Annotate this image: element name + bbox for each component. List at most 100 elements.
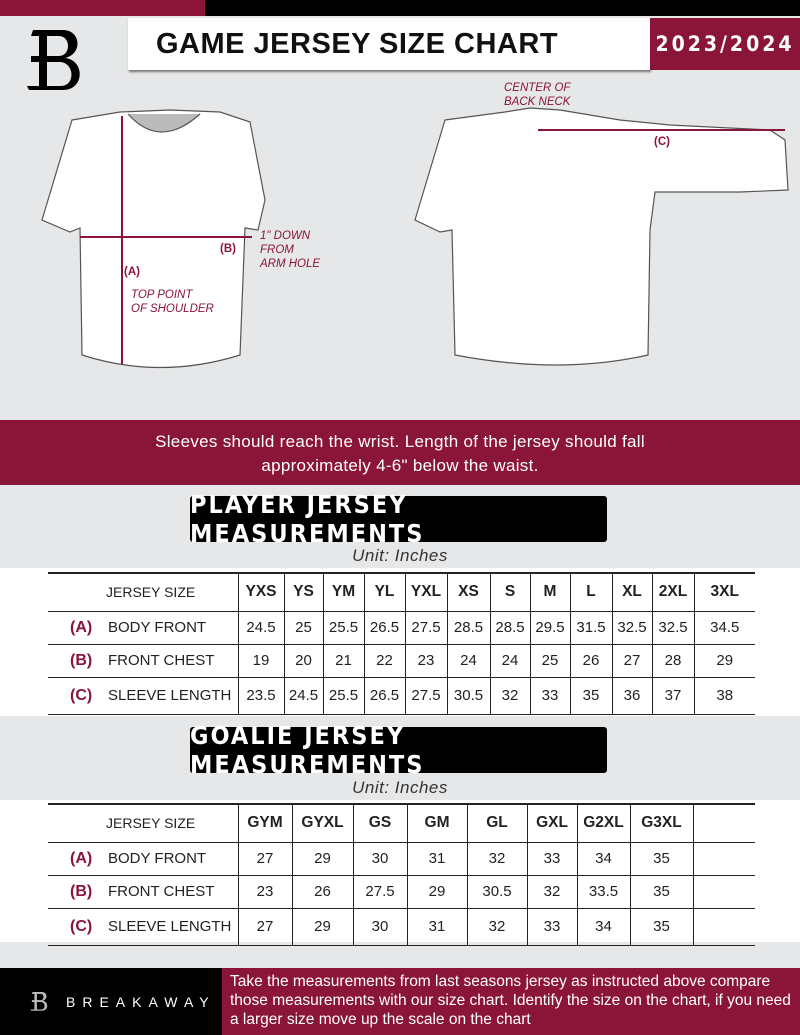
size-header: GXL: [526, 803, 577, 843]
table-cell: 24: [446, 644, 490, 678]
page-title: GAME JERSEY SIZE CHART: [128, 18, 650, 70]
table-cell: 33: [526, 908, 577, 946]
goalie-heading: GOALIE JERSEY MEASUREMENTS: [190, 721, 607, 779]
breakaway-logo-icon: [27, 30, 80, 90]
table-cell: 22: [363, 644, 405, 678]
table-row: (B) FRONT CHEST 23 26 27.5 29 30.5 32 33.5 35: [48, 875, 755, 909]
size-header: GM: [406, 803, 467, 843]
player-unit: Unit: Inches: [352, 546, 448, 565]
table-cell: 19: [237, 644, 284, 678]
jersey-diagram: [41, 107, 789, 369]
table-cell: 35: [629, 875, 693, 909]
table-cell: 29.5: [529, 611, 570, 645]
player-heading: PLAYER JERSEY MEASUREMENTS: [190, 490, 607, 548]
row-label: FRONT CHEST: [108, 651, 215, 669]
table-cell: 23: [237, 875, 292, 909]
size-header: YXL: [404, 572, 447, 612]
table-cell: 27: [237, 842, 292, 876]
table-cell: 31: [406, 842, 467, 876]
table-row: (A) BODY FRONT 27 29 30 31 32 33 34 35: [48, 842, 755, 876]
goalie-table: JERSEY SIZE GYM GYXL GS GM GL GXL G2XL G3XL (A) BO…: [48, 803, 755, 946]
table-cell: [692, 875, 755, 909]
top-point-text-1: TOP POINT: [131, 289, 193, 301]
top-point-text-2: OF SHOULDER: [131, 303, 214, 315]
breakaway-logo-small-icon: [30, 991, 48, 1011]
table-cell: 23: [404, 644, 447, 678]
table-cell: 28.5: [489, 611, 530, 645]
row-letter: (A): [70, 849, 93, 867]
table-cell: 32: [466, 842, 527, 876]
table-cell: 27: [237, 908, 292, 946]
table-cell: 29: [693, 644, 755, 678]
size-header: GL: [466, 803, 527, 843]
table-cell: 35: [629, 908, 693, 946]
label-a: (A): [124, 266, 140, 278]
table-cell: 33: [529, 677, 570, 715]
table-cell: 38: [693, 677, 755, 715]
table-cell: 33: [526, 842, 577, 876]
table-cell: 35: [629, 842, 693, 876]
size-header: 2XL: [651, 572, 694, 612]
goalie-unit: Unit: Inches: [352, 778, 448, 797]
table-cell: 21: [322, 644, 364, 678]
table-cell: 27.5: [352, 875, 407, 909]
size-header: [692, 803, 755, 843]
footer-brand: BREAKAWAY: [0, 968, 222, 1035]
row-letter: (B): [70, 882, 93, 900]
table-row: (C) SLEEVE LENGTH 23.5 24.5 25.5 26.5 27.5 30.5…: [48, 677, 755, 715]
table-cell: 34: [576, 908, 630, 946]
size-header: GYM: [237, 803, 292, 843]
table-cell: 27.5: [404, 611, 447, 645]
size-header: GS: [352, 803, 407, 843]
table-cell: 27.5: [404, 677, 447, 715]
table-cell: 23.5: [237, 677, 284, 715]
table-cell: 30.5: [446, 677, 490, 715]
table-cell: 29: [291, 842, 353, 876]
down-text-3: ARM HOLE: [260, 258, 321, 270]
table-row: (B) FRONT CHEST 19 20 21 22 23 24 24 25 26 27 28 29: [48, 644, 755, 678]
table-cell: 26: [569, 644, 612, 678]
size-header: XL: [611, 572, 652, 612]
table-cell: 24: [489, 644, 530, 678]
table-cell: 31.5: [569, 611, 612, 645]
back-jersey-outline: [414, 107, 789, 366]
table-cell: 33.5: [576, 875, 630, 909]
down-text-1: 1" DOWN: [260, 230, 311, 242]
season-badge: 2023/2024: [650, 18, 800, 70]
table-cell: 29: [406, 875, 467, 909]
top-black-bar: [205, 0, 800, 16]
center-text-2: BACK NECK: [504, 96, 571, 108]
player-table: JERSEY SIZE YXS YS YM YL YXL XS S M L XL 2XL 3XL (A) B…: [48, 572, 755, 715]
table-cell: 26: [291, 875, 353, 909]
table-cell: [692, 908, 755, 946]
table-cell: 31: [406, 908, 467, 946]
banner-line-1: Sleeves should reach the wrist. Length o…: [155, 432, 645, 451]
table-cell: 24.5: [237, 611, 284, 645]
table-cell: 26.5: [363, 611, 405, 645]
top-accent-bar: [0, 0, 205, 16]
row-letter: (C): [70, 917, 93, 935]
table-cell: 30: [352, 908, 407, 946]
table-cell: 25.5: [322, 677, 364, 715]
table-cell: 32: [466, 908, 527, 946]
down-text-2: FROM: [260, 244, 294, 256]
table-cell: 29: [291, 908, 353, 946]
row-label: SLEEVE LENGTH: [108, 686, 232, 704]
row-letter: (A): [70, 618, 93, 636]
size-header: XS: [446, 572, 490, 612]
table-cell: 26.5: [363, 677, 405, 715]
size-header: G3XL: [629, 803, 693, 843]
label-b: (B): [220, 243, 236, 255]
table-cell: 27: [611, 644, 652, 678]
size-header: M: [529, 572, 570, 612]
table-cell: [692, 842, 755, 876]
table-cell: 28.5: [446, 611, 490, 645]
table-cell: 20: [283, 644, 323, 678]
row-letter: (B): [70, 651, 93, 669]
table-cell: 37: [651, 677, 694, 715]
table-row: (A) BODY FRONT 24.5 25 25.5 26.5 27.5 28.5 28.5 2…: [48, 611, 755, 645]
row-label: BODY FRONT: [108, 849, 207, 867]
size-header: L: [569, 572, 612, 612]
size-header-label: JERSEY SIZE: [48, 803, 238, 843]
row-label: FRONT CHEST: [108, 882, 215, 900]
